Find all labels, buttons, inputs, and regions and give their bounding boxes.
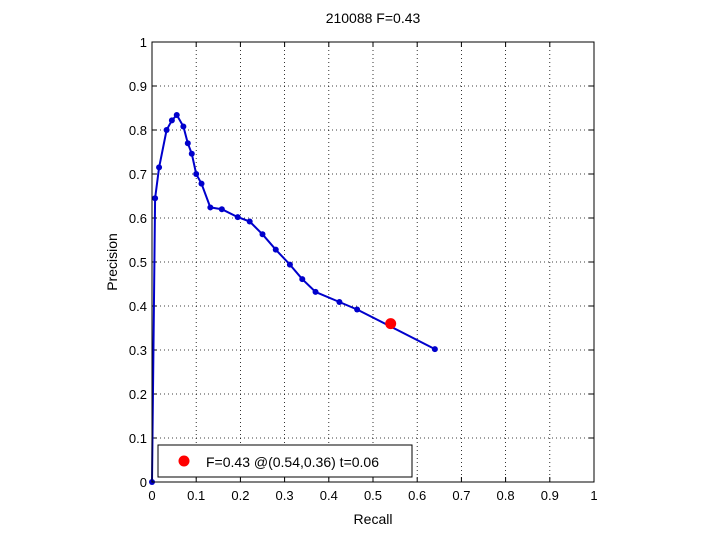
data-point	[312, 288, 319, 295]
legend-marker	[178, 455, 190, 467]
data-point	[272, 246, 279, 253]
data-point	[152, 195, 159, 202]
y-tick-label: 0.8	[129, 123, 147, 138]
x-tick-label: 0	[148, 488, 155, 503]
y-tick-label: 0	[140, 475, 147, 490]
chart-title: 210088 F=0.43	[326, 10, 421, 26]
x-tick-label: 0.8	[497, 488, 515, 503]
x-tick-label: 0.6	[408, 488, 426, 503]
data-point	[336, 299, 343, 306]
x-tick-label: 0.3	[276, 488, 294, 503]
x-tick-label: 0.9	[541, 488, 559, 503]
legend: F=0.43 @(0.54,0.36) t=0.06	[157, 444, 413, 478]
x-axis-label: Recall	[354, 511, 393, 527]
best-f-marker	[385, 318, 397, 330]
y-tick-label: 0.4	[129, 299, 147, 314]
grid	[152, 42, 594, 482]
data-point	[299, 276, 306, 283]
y-axis-label: Precision	[104, 233, 120, 291]
data-point	[193, 171, 200, 177]
data-point	[246, 218, 253, 225]
x-tick-label: 0.4	[320, 488, 338, 503]
data-point	[180, 123, 187, 130]
data-point	[184, 140, 191, 147]
y-tick-label: 0.1	[129, 431, 147, 446]
data-point	[259, 231, 266, 238]
y-tick-label: 0.5	[129, 255, 147, 270]
series	[149, 112, 438, 485]
data-point	[207, 204, 214, 211]
data-point	[234, 214, 241, 221]
y-tick-label: 0.3	[129, 343, 147, 358]
x-tick-label: 1	[590, 488, 597, 503]
data-point	[173, 112, 180, 119]
best-f-point	[385, 318, 397, 330]
legend-box	[157, 444, 413, 478]
x-tick-label: 0.5	[364, 488, 382, 503]
x-tick-label: 0.2	[231, 488, 249, 503]
data-point	[163, 127, 170, 133]
y-tick-label: 0.9	[129, 79, 147, 94]
data-point	[156, 164, 163, 171]
data-point	[286, 261, 293, 268]
y-tick-label: 0.6	[129, 211, 147, 226]
legend-label: F=0.43 @(0.54,0.36) t=0.06	[206, 454, 379, 470]
data-point	[188, 150, 195, 157]
y-tick-label: 0.7	[129, 167, 147, 182]
data-point	[168, 117, 175, 124]
y-tick-labels: 0 0.1 0.2 0.3 0.4 0.5 0.6 0.7 0.8 0.9 1	[129, 35, 147, 490]
data-point	[431, 346, 438, 353]
x-tick-label: 0.7	[452, 488, 470, 503]
data-point	[198, 180, 205, 187]
y-tick-label: 1	[140, 35, 147, 50]
data-point	[218, 206, 225, 213]
x-tick-label: 0.1	[187, 488, 205, 503]
x-tick-labels: 0 0.1 0.2 0.3 0.4 0.5 0.6 0.7 0.8 0.9 1	[148, 488, 597, 503]
data-point	[354, 306, 361, 313]
plot-frame	[151, 41, 595, 483]
y-tick-label: 0.2	[129, 387, 147, 402]
